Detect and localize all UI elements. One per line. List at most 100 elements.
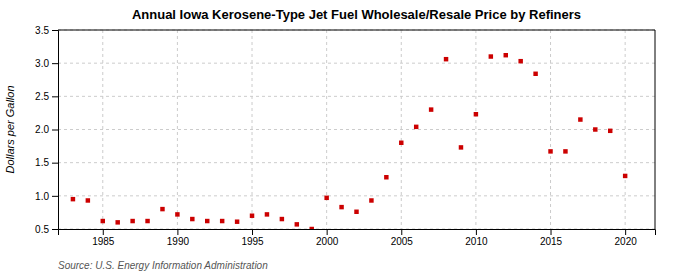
point [399,141,403,145]
tick-mark [52,229,58,230]
grid-line-y [58,162,655,163]
tick: 0.5 [35,224,58,235]
grid-line-x [625,30,626,229]
tick-mark [551,229,552,235]
point [548,149,552,153]
tick-label: 2020 [615,236,638,247]
tick-label: 2010 [465,236,488,247]
grid-line-y [58,30,655,31]
point [474,112,478,116]
chart: 1985 1990 1995 2000 2005 2010 2015 2020 0.5 1.0 1.… [0,0,675,275]
y-axis: 0.5 1.0 1.5 2.0 2.5 3.0 3.5 [35,25,58,235]
tick-label: 1.0 [35,191,49,202]
point [235,219,239,223]
tick-mark [401,229,402,235]
tick-mark [52,63,58,64]
point [533,72,537,76]
tick: 1990 [167,229,190,247]
x-axis: 1985 1990 1995 2000 2005 2010 2015 2020 [59,229,656,247]
point [354,210,358,214]
point [444,57,448,61]
point [578,117,582,121]
tick: 2.0 [35,124,58,135]
tick-mark [625,229,626,235]
point [309,227,313,229]
grid-line-y [58,96,655,97]
tick: 3.0 [35,58,58,69]
axis-line [59,230,656,236]
tick-mark [103,229,104,235]
point [86,198,90,202]
y-axis-title: Dollars per Gallon [4,85,16,173]
grid-line-x [102,30,103,229]
tick-mark [52,30,58,31]
tick: 2015 [540,229,563,247]
grid-line-x [475,30,476,229]
frame-line [655,30,656,229]
point [265,212,269,216]
tick: 2020 [615,229,638,247]
tick: 3.5 [35,25,58,36]
points [71,53,628,229]
tick-mark [252,229,253,235]
tick-label: 2.0 [35,124,49,135]
tick: 2010 [465,229,488,247]
point [101,219,105,223]
grid-line-x [252,30,253,229]
title: Annual Iowa Kerosene-Type Jet Fuel Whole… [132,7,581,22]
grid-line-y [58,63,655,64]
tick-mark [327,229,328,235]
tick-mark [52,96,58,97]
point [608,129,612,133]
grid-line-y [58,129,655,130]
point [504,53,508,57]
grid-line-x [177,30,178,229]
source: Source: U.S. Energy Information Administ… [58,260,268,271]
tick-label: 3.5 [35,25,49,36]
grid [58,30,655,229]
point [130,219,134,223]
point [190,217,194,221]
grid-line-x [401,30,402,229]
point [384,175,388,179]
tick-label: 2000 [316,236,339,247]
point [369,198,373,202]
point [414,125,418,129]
grid-line-x [550,30,551,229]
grid-line-y [58,195,655,196]
plot: 1985 1990 1995 2000 2005 2010 2015 2020 0.5 1.0 1.… [35,25,655,247]
tick: 1.5 [35,157,58,168]
point [205,219,209,223]
tick-label: 1990 [167,236,190,247]
point [623,174,627,178]
point [429,107,433,111]
point [160,207,164,211]
tick-label: 0.5 [35,224,49,235]
tick-label: 3.0 [35,58,49,69]
point [518,59,522,63]
point [71,197,75,201]
tick: 2000 [316,229,339,247]
tick: 2005 [391,229,414,247]
point [175,212,179,216]
axis-line [52,31,59,230]
tick: 2.5 [35,91,58,102]
tick-label: 2015 [540,236,563,247]
tick-mark [476,229,477,235]
tick-label: 1995 [241,236,264,247]
tick-label: 2005 [391,236,414,247]
tick: 1995 [241,229,264,247]
point [339,205,343,209]
frame-line [58,30,655,31]
tick: 1985 [92,229,115,247]
tick-label: 1.5 [35,157,49,168]
tick-mark [52,196,58,197]
tick-mark [177,229,178,235]
point [280,217,284,221]
point [324,196,328,200]
tick: 1.0 [35,191,58,202]
point [145,219,149,223]
tick-mark [52,130,58,131]
point [459,145,463,149]
tick-mark [52,163,58,164]
